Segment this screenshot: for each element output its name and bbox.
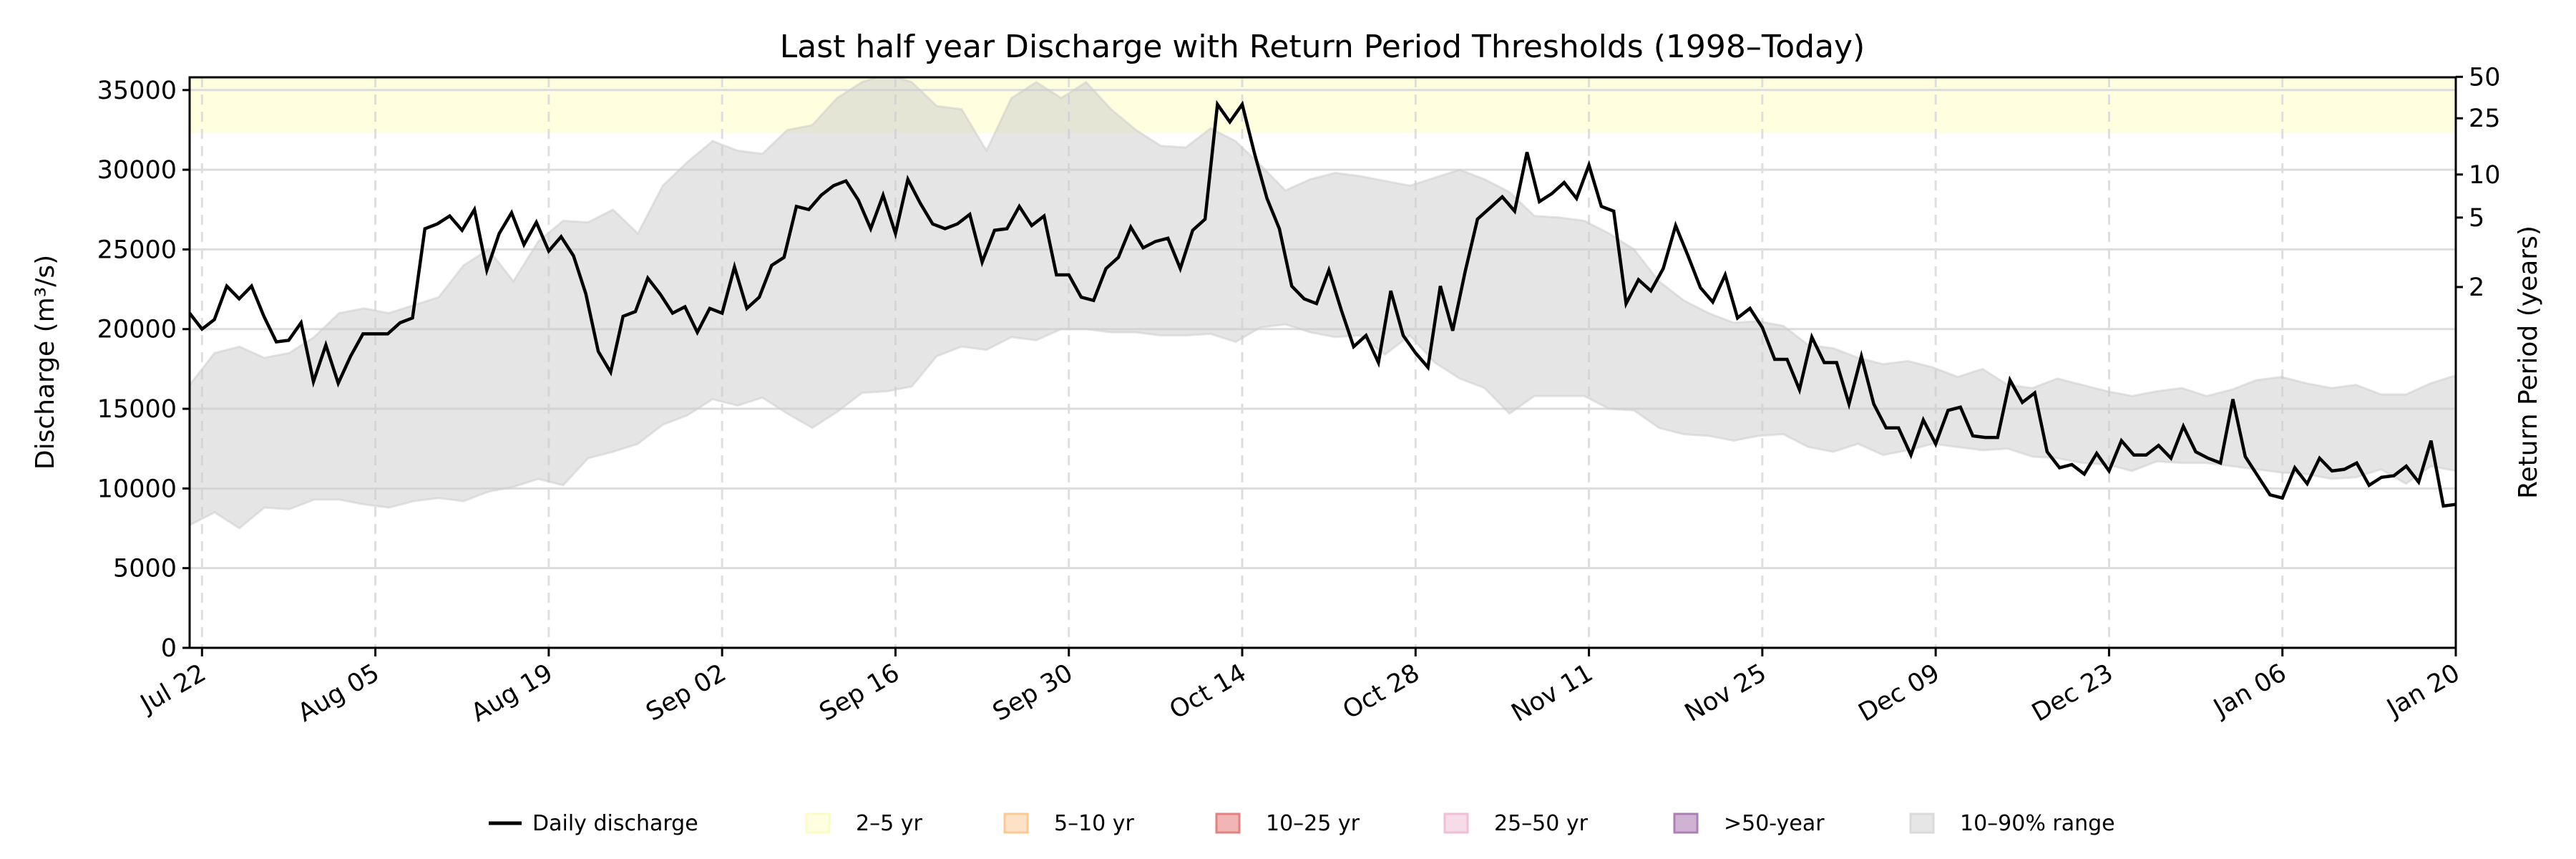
plot-area — [190, 77, 2456, 648]
x-tick-label: Aug 19 — [467, 659, 557, 728]
legend-item: >50-year — [1673, 811, 1825, 836]
x-tick-label: Nov 25 — [1680, 659, 1771, 728]
y-tick-label: 0 — [161, 634, 177, 663]
right-tick-label: 5 — [2469, 204, 2484, 233]
x-tick-label: Jan 20 — [2381, 659, 2465, 723]
x-tick-label: Oct 28 — [1338, 659, 1425, 725]
right-axis-label: Return Period (years) — [2514, 225, 2543, 499]
axes-frame — [188, 76, 2457, 649]
threshold-band — [190, 77, 2456, 133]
chart-title: Last half year Discharge with Return Per… — [780, 29, 1865, 65]
legend-label: >50-year — [1724, 811, 1825, 836]
y-tick-label: 30000 — [97, 156, 177, 185]
legend-item: 5–10 yr — [1003, 811, 1135, 836]
legend-label: 5–10 yr — [1054, 811, 1135, 836]
legend-label: 10–25 yr — [1266, 811, 1360, 836]
legend-label: 2–5 yr — [856, 811, 922, 836]
legend-patch-swatch — [1443, 812, 1469, 834]
right-tick-label: 2 — [2469, 273, 2484, 302]
legend-patch-swatch — [805, 812, 831, 834]
range-band-10-90 — [190, 77, 2456, 530]
legend-item: 10–25 yr — [1215, 811, 1360, 836]
x-tick-label: Sep 02 — [641, 659, 731, 727]
x-tick-label: Jan 06 — [2208, 659, 2292, 723]
legend-patch-swatch — [1909, 812, 1935, 834]
x-tick-label: Oct 14 — [1165, 659, 1252, 725]
legend-patch-swatch — [1215, 812, 1241, 834]
right-tick-label: 10 — [2469, 161, 2501, 190]
y-tick-label: 15000 — [97, 395, 177, 424]
legend-label: Daily discharge — [532, 811, 698, 836]
x-tick-label: Aug 05 — [293, 659, 384, 728]
x-tick-label: Dec 23 — [2027, 659, 2118, 727]
x-tick-label: Sep 16 — [815, 659, 904, 727]
x-tick-label: Dec 09 — [1854, 659, 1945, 727]
y-tick-label: 20000 — [97, 316, 177, 344]
daily-discharge-line — [190, 100, 2456, 508]
legend-item: 2–5 yr — [805, 811, 922, 836]
right-tick-label: 50 — [2469, 63, 2501, 92]
legend-item: Daily discharge — [489, 811, 698, 836]
legend-label: 25–50 yr — [1494, 811, 1589, 836]
y-tick-label: 35000 — [97, 77, 177, 105]
x-tick-label: Sep 30 — [988, 659, 1078, 727]
legend-item: 10–90% range — [1909, 811, 2115, 836]
right-tick-label: 25 — [2469, 105, 2501, 133]
legend-patch-swatch — [1003, 812, 1029, 834]
legend-label: 10–90% range — [1960, 811, 2115, 836]
x-tick-label: Nov 11 — [1507, 659, 1598, 728]
y-axis-label: Discharge (m³/s) — [31, 255, 60, 470]
legend-item: 25–50 yr — [1443, 811, 1589, 836]
x-tick-label: Jul 22 — [135, 659, 211, 719]
y-tick-label: 10000 — [97, 475, 177, 503]
y-tick-label: 5000 — [113, 555, 177, 583]
y-tick-label: 25000 — [97, 236, 177, 264]
legend-patch-swatch — [1673, 812, 1699, 834]
